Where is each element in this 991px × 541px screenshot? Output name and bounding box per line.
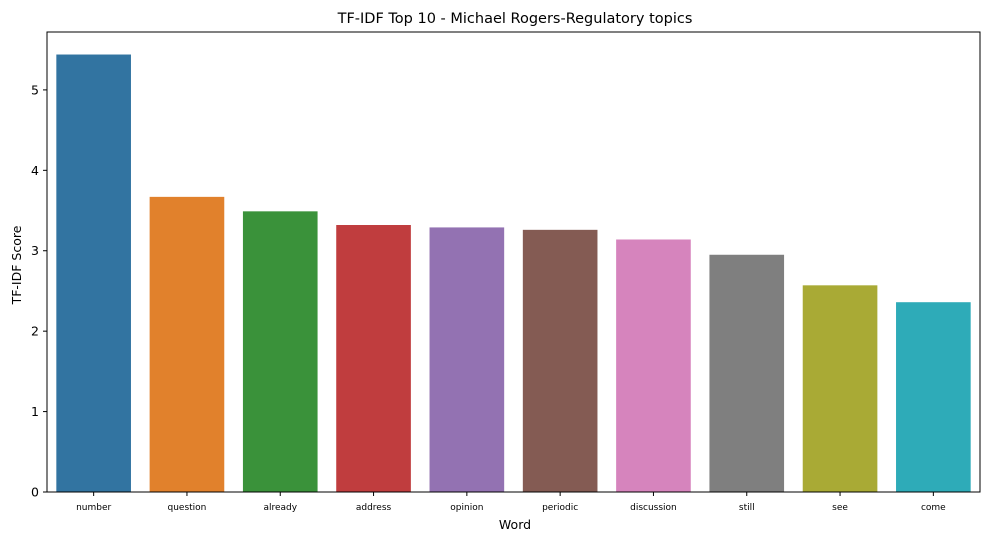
- y-tick-label: 2: [31, 324, 39, 339]
- y-tick-label: 3: [31, 243, 39, 258]
- x-tick-label: periodic: [542, 503, 578, 513]
- x-tick-label: question: [168, 503, 207, 513]
- bar-opinion: [429, 227, 505, 492]
- bar-question: [149, 196, 225, 492]
- x-tick-label: come: [921, 503, 946, 513]
- bar-address: [336, 225, 411, 492]
- x-axis-label: Word: [499, 517, 531, 532]
- bar-already: [242, 211, 318, 492]
- y-tick-label: 5: [31, 82, 39, 97]
- bar-still: [709, 254, 785, 492]
- x-axis: number question already address opinion perio…: [76, 492, 946, 513]
- bar-come: [896, 302, 971, 492]
- x-tick-label: discussion: [630, 503, 677, 513]
- bar-discussion: [616, 239, 691, 492]
- x-tick-label: address: [356, 503, 392, 513]
- y-tick-label: 4: [31, 163, 39, 178]
- bar-periodic: [522, 229, 598, 493]
- x-tick-label: opinion: [450, 503, 483, 513]
- y-axis: 0 1 2 3 4 5: [31, 82, 47, 500]
- y-axis-label: TF-IDF Score: [9, 225, 24, 305]
- x-tick-label: number: [76, 503, 111, 513]
- y-tick-label: 0: [31, 485, 39, 500]
- x-tick-label: still: [739, 503, 755, 513]
- plot-frame: [46, 31, 981, 493]
- bar-see: [802, 285, 878, 492]
- bars-group: [56, 54, 971, 493]
- x-tick-label: already: [263, 503, 297, 513]
- chart-title: TF-IDF Top 10 - Michael Rogers-Regulator…: [337, 11, 693, 27]
- y-tick-label: 1: [31, 404, 39, 419]
- bar-number: [56, 54, 131, 492]
- x-tick-label: see: [832, 503, 848, 513]
